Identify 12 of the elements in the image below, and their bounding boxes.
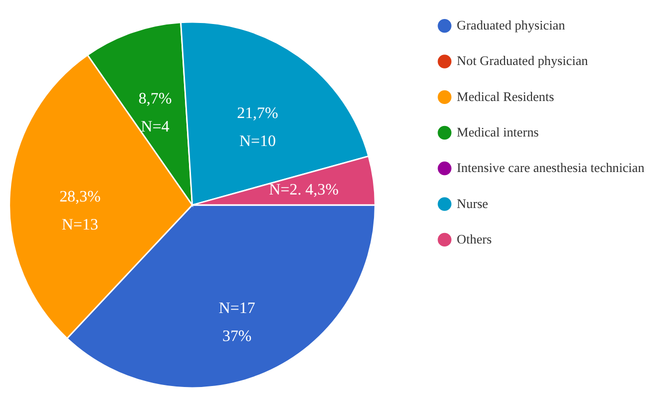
- data-label: 28,3% N=13: [59, 188, 101, 234]
- data-label: 21,7% N=10: [236, 105, 278, 150]
- data-label: N=17 37%: [218, 300, 256, 346]
- legend-label: Not Graduated physician: [456, 53, 588, 68]
- legend-label: Medical Residents: [456, 88, 554, 104]
- legend-label: Medical interns: [456, 124, 539, 140]
- legend-label: Intensive care anesthesia technician: [456, 160, 645, 176]
- legend-label: Graduated physician: [456, 18, 566, 33]
- legend-label: Others: [456, 231, 492, 246]
- data-label: 8,7% N=4: [138, 90, 172, 136]
- legend-label: Nurse: [456, 196, 488, 211]
- data-label: N=2. 4,3%: [268, 182, 339, 199]
